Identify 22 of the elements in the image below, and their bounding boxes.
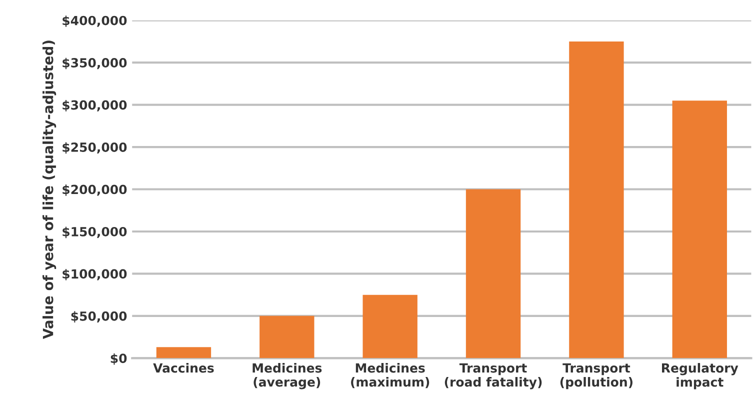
x-tick-label: Regulatory impact [662, 363, 738, 390]
x-tick-label: Transport (pollution) [560, 363, 632, 390]
bar [672, 100, 727, 358]
y-tick-label: $200,000 [62, 184, 127, 196]
bar [260, 316, 314, 358]
x-tick-label: Medicines (maximum) [351, 363, 430, 388]
y-tick-label: $400,000 [62, 16, 127, 27]
y-tick-label: $0 [110, 353, 127, 365]
bar [156, 347, 212, 358]
y-tick-label: $100,000 [62, 268, 127, 280]
y-tick-label: $150,000 [62, 226, 127, 238]
x-tick-label: Transport (road fatality) [444, 363, 542, 390]
y-axis-title: Value of year of life (quality-adjusted) [42, 40, 56, 339]
bar [466, 189, 521, 358]
y-tick-label: $350,000 [62, 58, 127, 70]
y-tick-label: $50,000 [71, 311, 127, 323]
bar [569, 41, 624, 358]
y-tick-label: $250,000 [62, 142, 127, 154]
x-tick-label: Medicines (average) [252, 363, 322, 390]
x-tick-label: Vaccines [153, 363, 214, 373]
bar [362, 294, 418, 358]
y-tick-label: $300,000 [62, 100, 127, 112]
